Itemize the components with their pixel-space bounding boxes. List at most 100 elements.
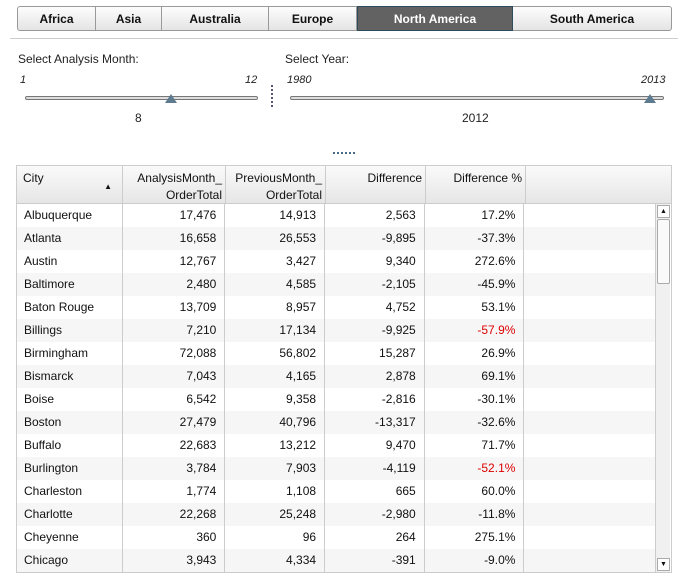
cell-difference-pct: 17.2% xyxy=(425,204,525,227)
year-slider-value: 2012 xyxy=(462,111,489,125)
cell-city: Charlotte xyxy=(17,503,123,526)
cell-previous-month-total: 26,553 xyxy=(225,227,326,250)
cell-analysis-month-total: 22,683 xyxy=(123,434,226,457)
cell-city: Austin xyxy=(17,250,123,273)
table-row[interactable]: Billings 7,210 17,134 -9,925 -57.9% xyxy=(17,319,655,342)
column-header-city[interactable]: City ▲ xyxy=(17,166,123,203)
cell-previous-month-total: 4,585 xyxy=(225,273,326,296)
cell-previous-month-total: 13,212 xyxy=(225,434,326,457)
cell-analysis-month-total: 27,479 xyxy=(123,411,226,434)
region-tabs: Africa Asia Australia Europe North Ameri… xyxy=(17,6,672,31)
tab-europe[interactable]: Europe xyxy=(269,6,357,31)
cell-difference-pct: 53.1% xyxy=(425,296,525,319)
cell-city: Bismarck xyxy=(17,365,123,388)
table-row[interactable]: Birmingham 72,088 56,802 15,287 26.9% xyxy=(17,342,655,365)
cell-city: Baltimore xyxy=(17,273,123,296)
header-label: OrderTotal xyxy=(165,188,222,202)
scroll-up-icon[interactable]: ▲ xyxy=(657,205,670,218)
cell-difference-pct: 69.1% xyxy=(425,365,525,388)
month-slider-label: Select Analysis Month: xyxy=(18,52,139,66)
year-slider-min: 1980 xyxy=(287,74,312,86)
month-slider-min: 1 xyxy=(20,74,27,86)
cell-city: Boise xyxy=(17,388,123,411)
cell-difference-pct: -11.8% xyxy=(425,503,525,526)
cell-previous-month-total: 40,796 xyxy=(225,411,326,434)
cell-empty xyxy=(524,503,655,526)
cell-difference-pct: 60.0% xyxy=(425,480,525,503)
scrollbar-thumb[interactable] xyxy=(657,219,670,284)
cell-analysis-month-total: 3,943 xyxy=(123,549,226,572)
cell-empty xyxy=(524,388,655,411)
tab-north-america[interactable]: North America xyxy=(357,6,513,31)
cell-city: Buffalo xyxy=(17,434,123,457)
cell-city: Albuquerque xyxy=(17,204,123,227)
table-row[interactable]: Baton Rouge 13,709 8,957 4,752 53.1% xyxy=(17,296,655,319)
column-header-difference[interactable]: Difference xyxy=(326,166,426,203)
cell-difference: 9,470 xyxy=(325,434,425,457)
cell-empty xyxy=(524,434,655,457)
table-row[interactable]: Albuquerque 17,476 14,913 2,563 17.2% xyxy=(17,204,655,227)
cell-previous-month-total: 4,334 xyxy=(225,549,326,572)
splitter-handle-horizontal[interactable] xyxy=(333,152,355,154)
table-row[interactable]: Boston 27,479 40,796 -13,317 -32.6% xyxy=(17,411,655,434)
divider xyxy=(10,38,678,39)
cell-previous-month-total: 17,134 xyxy=(225,319,326,342)
cell-analysis-month-total: 13,709 xyxy=(123,296,226,319)
cell-city: Birmingham xyxy=(17,342,123,365)
cell-analysis-month-total: 7,210 xyxy=(123,319,226,342)
city-orders-table: City ▲ AnalysisMonth_ OrderTotal PreviousM… xyxy=(16,165,672,573)
cell-city: Atlanta xyxy=(17,227,123,250)
month-slider-thumb[interactable] xyxy=(165,94,178,103)
sort-ascending-icon: ▲ xyxy=(104,182,112,191)
cell-analysis-month-total: 72,088 xyxy=(123,342,226,365)
table-row[interactable]: Charleston 1,774 1,108 665 60.0% xyxy=(17,480,655,503)
header-label: OrderTotal xyxy=(265,188,322,202)
column-header-previous-month[interactable]: PreviousMonth_ OrderTotal xyxy=(226,166,326,203)
header-label: Difference xyxy=(367,171,422,185)
cell-previous-month-total: 1,108 xyxy=(225,480,326,503)
tab-australia[interactable]: Australia xyxy=(162,6,269,31)
year-slider-thumb[interactable] xyxy=(643,94,656,103)
splitter-handle[interactable] xyxy=(271,85,273,107)
cell-analysis-month-total: 22,268 xyxy=(123,503,226,526)
table-row[interactable]: Chicago 3,943 4,334 -391 -9.0% xyxy=(17,549,655,572)
cell-previous-month-total: 56,802 xyxy=(225,342,326,365)
cell-previous-month-total: 9,358 xyxy=(225,388,326,411)
table-row[interactable]: Burlington 3,784 7,903 -4,119 -52.1% xyxy=(17,457,655,480)
cell-empty xyxy=(524,250,655,273)
cell-difference-pct: -32.6% xyxy=(425,411,525,434)
tab-south-america[interactable]: South America xyxy=(513,6,672,31)
table-body: Albuquerque 17,476 14,913 2,563 17.2% Atlanta… xyxy=(17,204,655,572)
scroll-down-icon[interactable]: ▼ xyxy=(657,558,670,571)
year-slider-track[interactable] xyxy=(290,96,664,100)
cell-difference-pct: 272.6% xyxy=(425,250,525,273)
table-header: City ▲ AnalysisMonth_ OrderTotal PreviousM… xyxy=(17,166,671,204)
table-row[interactable]: Charlotte 22,268 25,248 -2,980 -11.8% xyxy=(17,503,655,526)
column-header-difference-pct[interactable]: Difference % xyxy=(426,166,526,203)
cell-difference: 15,287 xyxy=(325,342,425,365)
column-header-analysis-month[interactable]: AnalysisMonth_ OrderTotal xyxy=(123,166,226,203)
cell-previous-month-total: 7,903 xyxy=(225,457,326,480)
cell-empty xyxy=(524,549,655,572)
table-row[interactable]: Atlanta 16,658 26,553 -9,895 -37.3% xyxy=(17,227,655,250)
table-row[interactable]: Austin 12,767 3,427 9,340 272.6% xyxy=(17,250,655,273)
column-header-empty xyxy=(526,166,657,203)
table-row[interactable]: Cheyenne 360 96 264 275.1% xyxy=(17,526,655,549)
cell-difference-pct: -45.9% xyxy=(425,273,525,296)
vertical-scrollbar[interactable]: ▲ ▼ xyxy=(655,204,670,572)
table-row[interactable]: Buffalo 22,683 13,212 9,470 71.7% xyxy=(17,434,655,457)
cell-difference-pct: -30.1% xyxy=(425,388,525,411)
cell-analysis-month-total: 16,658 xyxy=(123,227,226,250)
cell-difference: 2,563 xyxy=(325,204,425,227)
cell-previous-month-total: 96 xyxy=(225,526,326,549)
table-row[interactable]: Baltimore 2,480 4,585 -2,105 -45.9% xyxy=(17,273,655,296)
month-slider-max: 12 xyxy=(245,74,258,86)
header-label: City xyxy=(23,171,44,185)
table-row[interactable]: Boise 6,542 9,358 -2,816 -30.1% xyxy=(17,388,655,411)
cell-previous-month-total: 14,913 xyxy=(225,204,326,227)
table-row[interactable]: Bismarck 7,043 4,165 2,878 69.1% xyxy=(17,365,655,388)
month-slider-track[interactable] xyxy=(25,96,258,100)
cell-analysis-month-total: 12,767 xyxy=(123,250,226,273)
tab-asia[interactable]: Asia xyxy=(96,6,162,31)
tab-africa[interactable]: Africa xyxy=(17,6,96,31)
